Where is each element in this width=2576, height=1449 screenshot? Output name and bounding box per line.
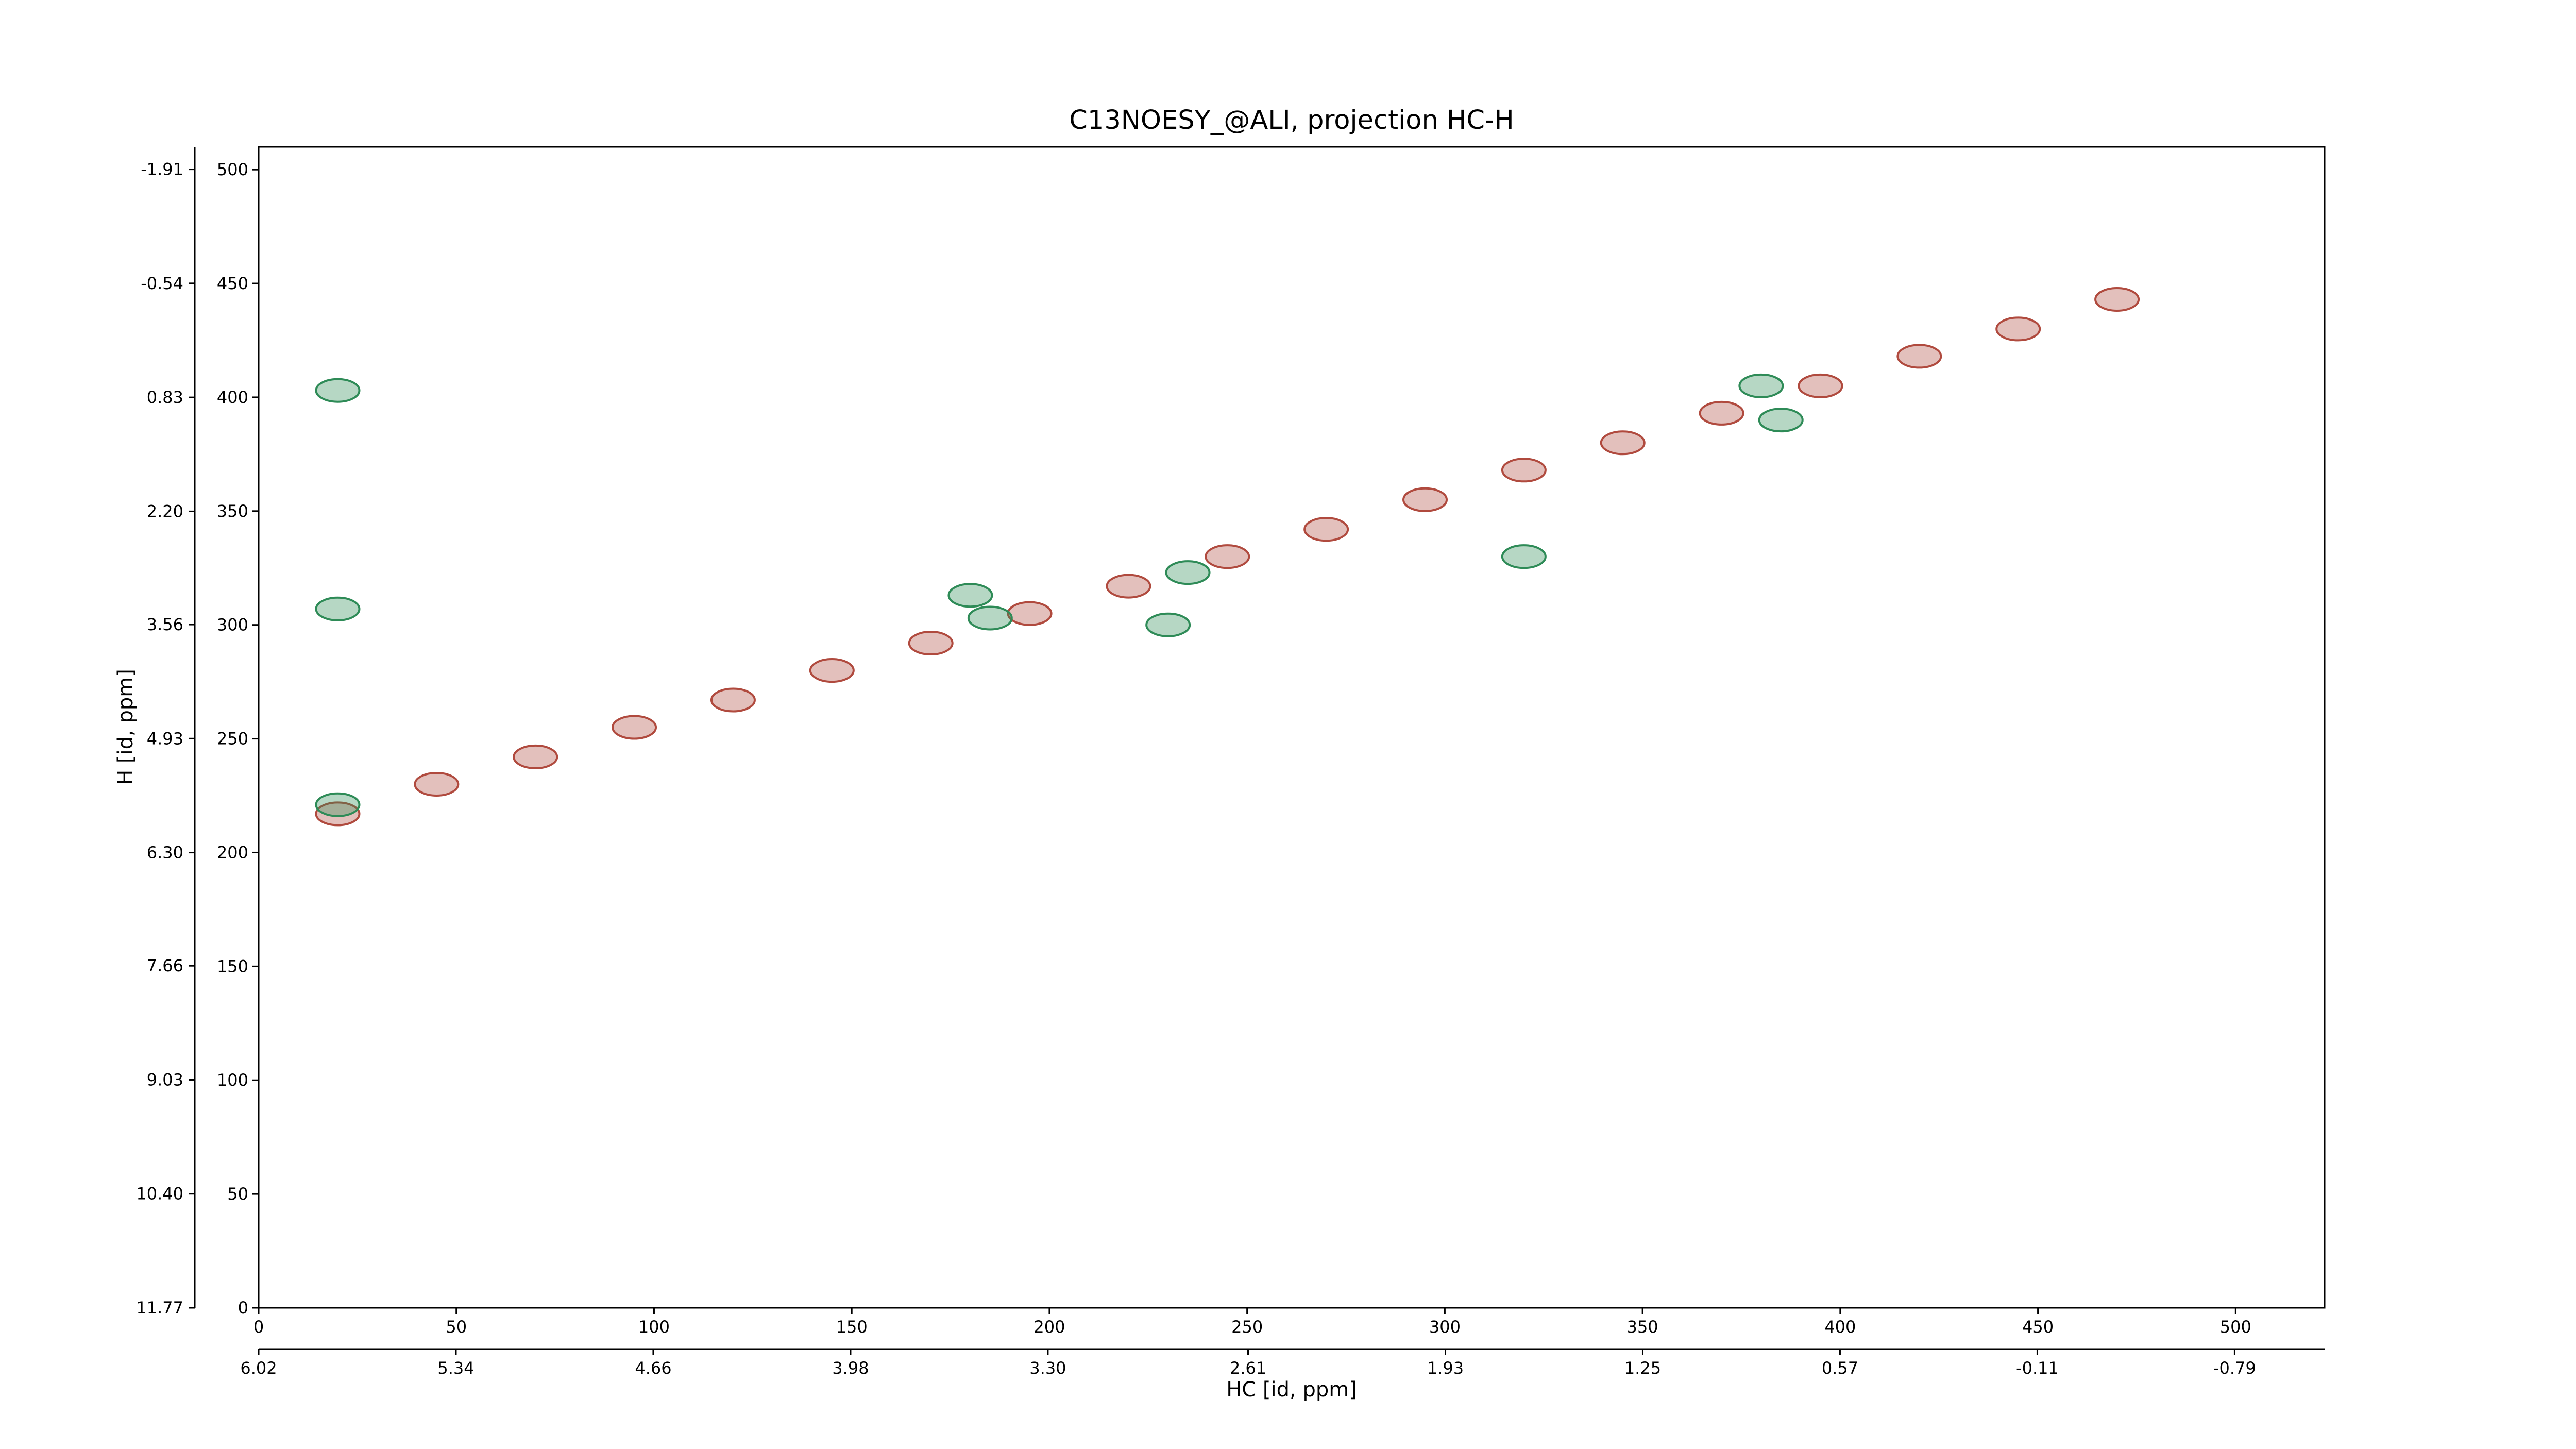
y2-tick-label: -1.91 [141, 160, 183, 179]
x-tick-label: 50 [446, 1317, 467, 1337]
x2-tick-label: 3.30 [1029, 1358, 1066, 1378]
x-tick-label: 350 [1627, 1317, 1658, 1337]
peak [1995, 316, 2041, 342]
y-axis-label: H [id, ppm] [114, 669, 138, 785]
peak [1798, 373, 1843, 398]
x2-tick-label: 3.98 [832, 1358, 869, 1378]
peak [1106, 574, 1151, 599]
y-tick-label: 250 [217, 729, 248, 749]
y2-tick-label: 7.66 [147, 956, 183, 975]
y-tick-label: 200 [217, 843, 248, 862]
y-tick-label: 300 [217, 615, 248, 635]
peak [513, 744, 558, 769]
peak [1007, 601, 1053, 626]
peak [908, 631, 954, 656]
peak [315, 596, 361, 621]
x2-tick-label: 2.61 [1230, 1358, 1266, 1378]
x2-tick-label: -0.79 [2213, 1358, 2256, 1378]
y2-tick-label: 4.93 [147, 729, 183, 748]
y2-tick-label: 9.03 [147, 1070, 183, 1089]
peak [612, 715, 657, 740]
peak [1600, 430, 1646, 456]
x2-tick-label: 0.57 [1822, 1358, 1858, 1378]
peak [414, 771, 460, 797]
x-tick-label: 100 [638, 1317, 670, 1337]
peak [1501, 544, 1547, 569]
y-tick-label: 400 [217, 387, 248, 407]
peak [315, 792, 361, 817]
y2-tick-label: 10.40 [136, 1184, 183, 1204]
x2-tick-label: 1.25 [1624, 1358, 1661, 1378]
x-tick-label: 500 [2220, 1317, 2251, 1337]
peak [315, 801, 361, 827]
x-tick-label: 250 [1231, 1317, 1263, 1337]
peak [1165, 560, 1211, 585]
peak [1145, 612, 1191, 637]
peak [1303, 517, 1349, 542]
x2-tick-label: 4.66 [635, 1358, 671, 1378]
x-tick-label: 150 [836, 1317, 868, 1337]
x-tick-label: 200 [1033, 1317, 1065, 1337]
y-tick-label: 450 [217, 274, 248, 293]
x2-tick-label: 5.34 [437, 1358, 474, 1378]
y2-tick-label: 3.56 [147, 615, 183, 634]
x-tick-label: 300 [1429, 1317, 1461, 1337]
x2-tick-label: 1.93 [1427, 1358, 1464, 1378]
x2-tick-label: 6.02 [240, 1358, 277, 1378]
peak [809, 658, 855, 683]
y-tick-label: 0 [238, 1298, 248, 1318]
y-tick-label: 150 [217, 956, 248, 976]
y2-tick-label: 6.30 [147, 843, 183, 863]
peak [1758, 408, 1804, 433]
peak [1896, 344, 1942, 369]
peak [947, 583, 993, 608]
peak [967, 605, 1013, 631]
y-tick-label: 350 [217, 501, 248, 521]
y2-tick-label: 11.77 [136, 1298, 183, 1318]
x-tick-label: 0 [253, 1317, 264, 1337]
peak [1501, 458, 1547, 483]
plot-frame [258, 146, 2326, 1309]
y2-tick-label: -0.54 [141, 274, 183, 293]
peak [315, 378, 361, 403]
chart-title: C13NOESY_@ALI, projection HC-H [1069, 105, 1514, 136]
peak [1699, 400, 1744, 426]
peak [1738, 373, 1784, 398]
peak [710, 687, 756, 713]
x-axis-label: HC [id, ppm] [1226, 1378, 1357, 1402]
x2-tick-label: -0.11 [2016, 1358, 2059, 1378]
y-tick-label: 500 [217, 160, 248, 179]
y2-tick-label: 2.20 [147, 501, 183, 521]
peak [2094, 287, 2140, 312]
x-tick-label: 450 [2022, 1317, 2054, 1337]
peak [1205, 544, 1250, 569]
peak [1402, 487, 1448, 512]
y2-tick-label: 0.83 [147, 387, 183, 407]
y-tick-label: 50 [227, 1184, 248, 1204]
y-tick-label: 100 [217, 1070, 248, 1090]
x-tick-label: 400 [1824, 1317, 1856, 1337]
